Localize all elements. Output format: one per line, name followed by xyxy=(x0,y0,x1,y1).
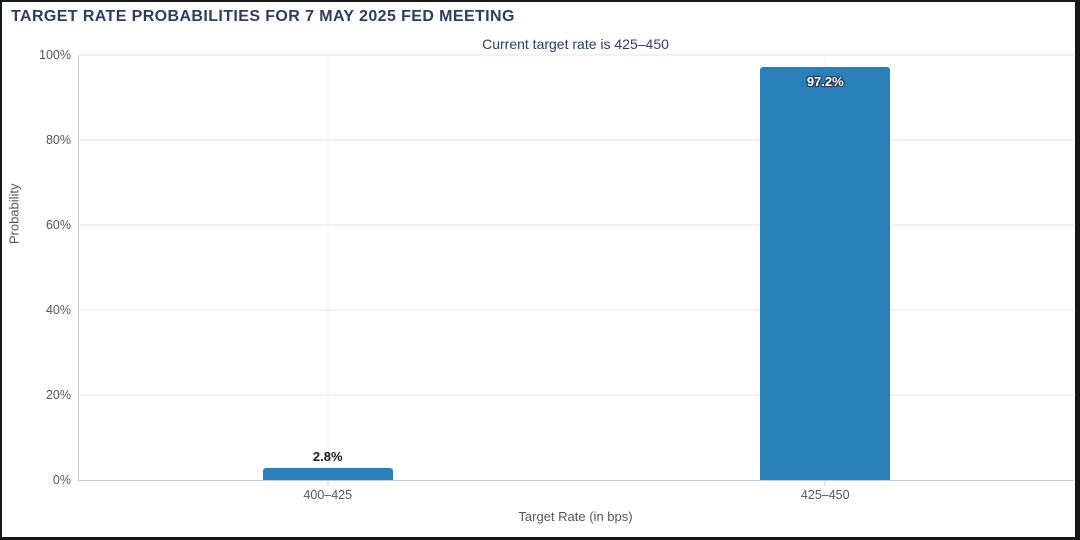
category-gridline xyxy=(327,55,329,480)
gridline-80 xyxy=(79,139,1074,141)
gridline-60 xyxy=(79,224,1074,226)
chart-title: TARGET RATE PROBABILITIES FOR 7 MAY 2025… xyxy=(11,8,515,25)
gridline-20 xyxy=(79,394,1074,396)
plot-area: 0% 20% 40% 60% 80% 100% 2.8% 400–425 97.2% 425–45… xyxy=(39,48,1074,502)
y-tick-label: 80% xyxy=(45,133,71,147)
x-tick-label: 400–425 xyxy=(303,488,353,502)
gridline-40 xyxy=(79,309,1074,311)
gridline-100 xyxy=(79,54,1074,56)
chart-bar[interactable] xyxy=(262,468,393,480)
chart-subtitle: Current target rate is 425–450 xyxy=(482,36,669,52)
y-tick-label: 40% xyxy=(45,303,71,317)
y-tick-label: 0% xyxy=(52,473,71,487)
y-tick-label: 20% xyxy=(45,388,71,402)
x-tick-label: 425–450 xyxy=(800,488,850,502)
x-axis-tick xyxy=(327,480,329,486)
y-tick-label: 60% xyxy=(45,218,71,232)
x-axis-title: Target Rate (in bps) xyxy=(518,509,633,524)
bar-value-label: 97.2% xyxy=(806,73,844,89)
chart-bar[interactable] xyxy=(760,66,891,480)
bar-value-label: 2.8% xyxy=(312,449,343,465)
x-axis-tick xyxy=(824,480,826,486)
y-tick-label: 100% xyxy=(39,48,71,62)
y-axis-title: Probability xyxy=(6,183,22,245)
